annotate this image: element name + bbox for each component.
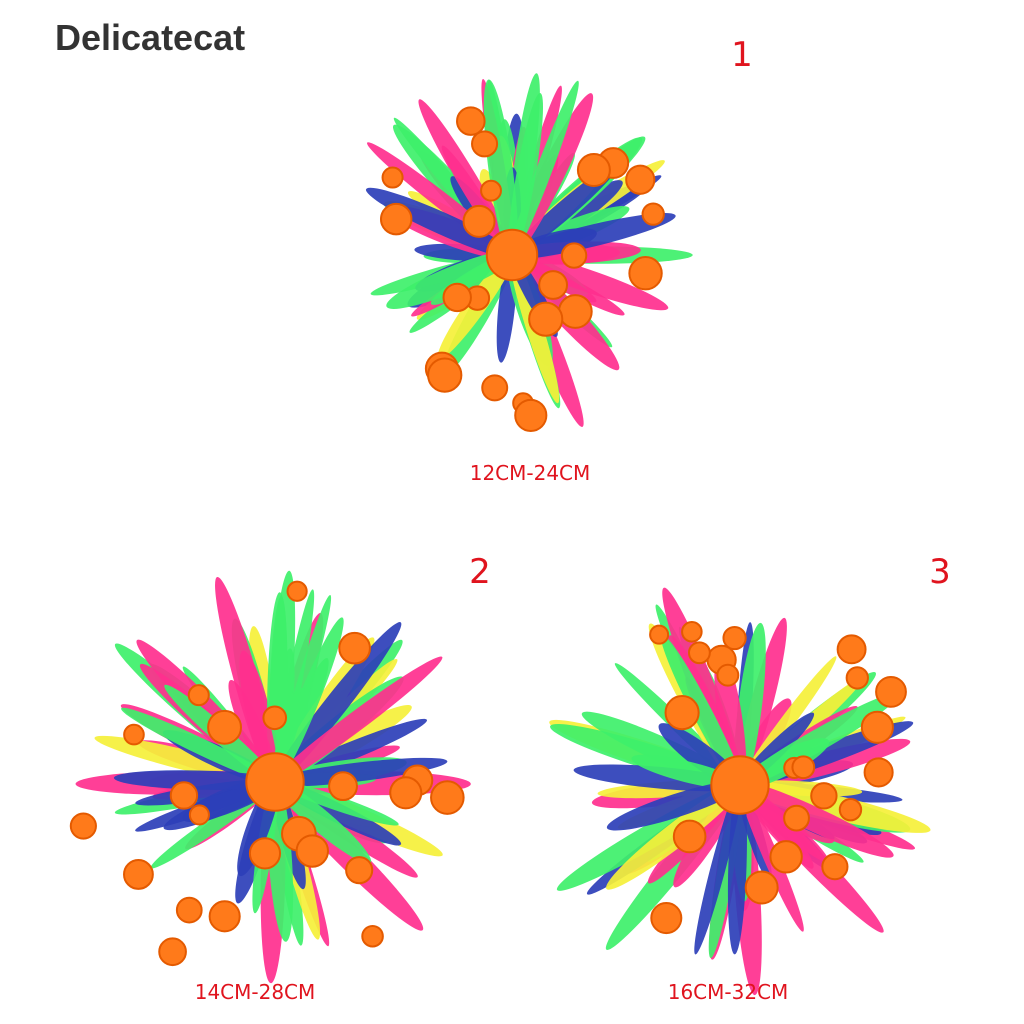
ball-cap xyxy=(187,684,210,707)
ball-cap xyxy=(175,896,203,924)
ball-cap xyxy=(557,294,593,329)
ball-cap xyxy=(381,166,404,189)
ball-cap xyxy=(576,153,611,188)
ball-cap xyxy=(123,859,154,890)
ball-cap xyxy=(681,620,703,643)
ball-cap xyxy=(442,282,472,313)
ball-cap xyxy=(538,270,569,300)
ball-cap xyxy=(769,840,803,874)
ball-strip xyxy=(113,770,283,790)
ball-strip xyxy=(121,707,283,787)
ball-cap xyxy=(471,130,499,158)
ball-cap xyxy=(389,776,423,810)
ball-cap xyxy=(207,709,242,745)
brand-watermark: Delicatecat xyxy=(55,17,245,58)
ball-strip xyxy=(386,250,519,309)
ball-cap xyxy=(860,710,894,744)
ball-cap xyxy=(845,666,869,690)
ball-strip xyxy=(135,778,282,832)
ball-cap xyxy=(295,834,329,868)
item-size: 12CM-24CM xyxy=(470,461,591,485)
toy-ball xyxy=(69,570,471,984)
ball-cap xyxy=(722,625,747,651)
ball-strip xyxy=(215,576,280,792)
ball-cap xyxy=(528,301,564,337)
toy-ball xyxy=(549,587,931,996)
ball-cap xyxy=(286,580,308,602)
ball-cap xyxy=(462,204,496,238)
ball-strip xyxy=(441,145,516,261)
ball-strip xyxy=(660,634,745,793)
ball-strip xyxy=(268,622,402,790)
ball-cap xyxy=(481,374,509,402)
ball-cap xyxy=(169,781,199,810)
ball-hub xyxy=(245,752,305,812)
ball-cap xyxy=(625,164,656,195)
ball-cap xyxy=(158,937,187,967)
ball-cap xyxy=(361,924,384,948)
ball-cap xyxy=(649,624,670,645)
ball-cap xyxy=(810,782,838,810)
ball-cap xyxy=(875,675,907,708)
ball-cap xyxy=(664,695,700,731)
ball-strip xyxy=(483,79,518,264)
ball-cap xyxy=(863,757,894,788)
ball-strip xyxy=(727,776,747,955)
ball-cap xyxy=(427,357,463,393)
ball-hub xyxy=(710,755,770,815)
item-size: 16CM-32CM xyxy=(668,980,789,1004)
item-size: 14CM-28CM xyxy=(195,980,316,1004)
ball-cap xyxy=(650,902,683,935)
ball-cap xyxy=(430,780,465,815)
balls xyxy=(69,73,931,996)
ball-hub xyxy=(485,228,539,282)
ball-cap xyxy=(744,870,779,905)
ball-strip xyxy=(732,779,894,858)
ball-strip xyxy=(266,656,443,789)
ball-cap xyxy=(672,819,707,854)
ball-cap xyxy=(328,771,358,802)
ball-strip xyxy=(266,757,448,787)
ball-cap xyxy=(379,202,413,236)
item-number: 3 xyxy=(929,552,951,592)
ball-strip xyxy=(270,617,344,790)
ball-cap xyxy=(687,641,711,665)
ball-cap xyxy=(641,202,665,226)
ball-cap xyxy=(480,179,502,202)
ball-cap xyxy=(821,853,849,881)
ball-cap xyxy=(208,900,241,933)
ball-cap xyxy=(838,798,863,822)
ball-cap xyxy=(836,634,867,665)
toy-ball xyxy=(365,73,693,432)
ball-cap xyxy=(262,705,288,731)
ball-cap xyxy=(248,837,282,870)
ball-cap xyxy=(791,755,816,780)
ball-cap xyxy=(345,856,374,885)
ball-cap xyxy=(338,631,371,665)
ball-cap xyxy=(123,723,145,746)
ball-strip xyxy=(732,692,900,791)
ball-cap xyxy=(628,256,663,291)
item-number: 2 xyxy=(469,552,491,592)
ball-cap xyxy=(456,106,486,136)
ball-cap xyxy=(188,804,210,826)
ball-cap xyxy=(783,804,810,832)
ball-cap xyxy=(69,812,97,840)
ball-strip xyxy=(504,213,676,260)
ball-cap xyxy=(716,663,740,687)
item-number: 1 xyxy=(731,35,753,75)
ball-cap xyxy=(514,398,548,432)
ball-cap xyxy=(560,242,588,269)
ball-strip xyxy=(271,589,315,792)
